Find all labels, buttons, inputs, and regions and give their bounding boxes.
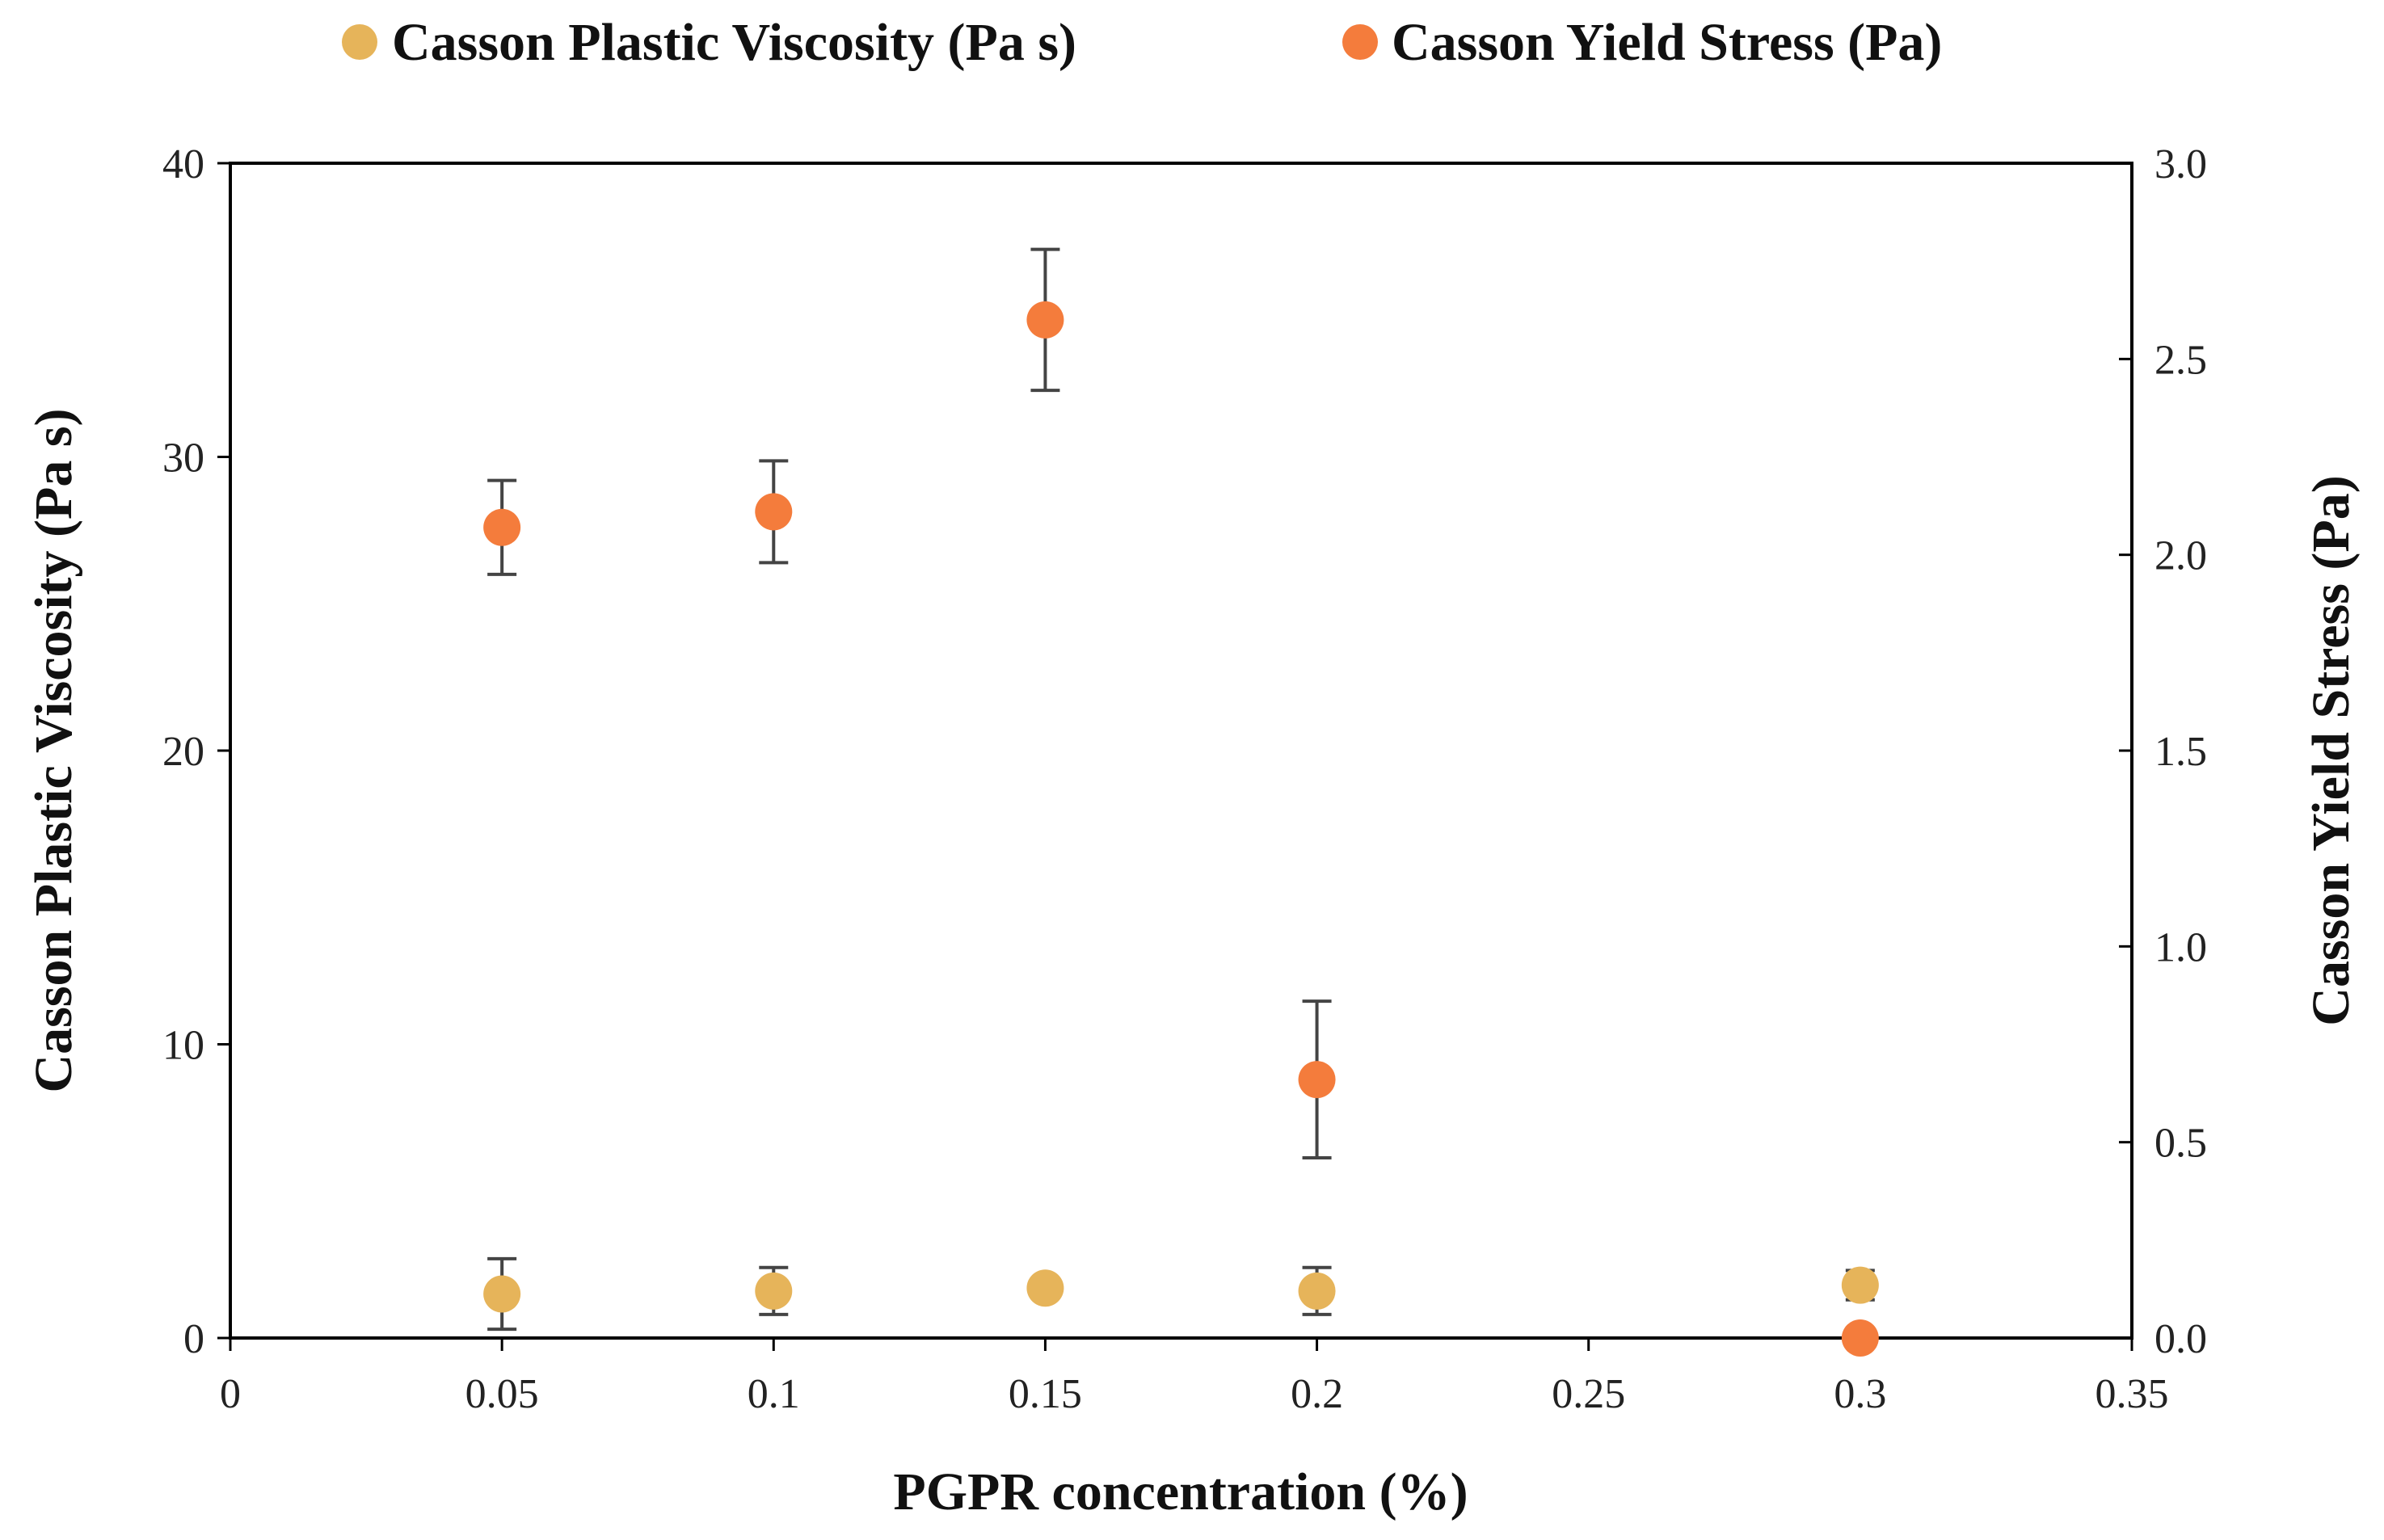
x-tick-label: 0.15 [1009,1371,1082,1417]
viscosity-point [1298,1272,1336,1310]
y2-tick-label: 1.5 [2154,729,2207,775]
viscosity-point [1841,1266,1879,1304]
x-tick-label: 0.25 [1552,1371,1625,1417]
y-tick-label: 0 [183,1316,204,1362]
data-points [483,301,1879,1357]
y-tick-label: 30 [162,435,204,482]
viscosity-point [483,1275,521,1313]
y2-tick-label: 2.5 [2154,337,2207,383]
x-tick-label: 0.1 [748,1371,800,1417]
y-tick-label: 20 [162,729,204,775]
y-axis-right: 0.0 0.5 1.0 1.5 2.0 2.5 3.0 [2119,141,2207,1362]
yield-stress-point [483,508,521,546]
plot-area [229,162,2133,1340]
yield-stress-point [1298,1061,1336,1099]
legend-marker-viscosity [342,24,377,60]
legend-label-yield-stress: Casson Yield Stress (Pa) [1392,13,1942,72]
y-axis-title-left: Casson Plastic Viscosity (Pa s) [24,409,83,1093]
legend: Casson Plastic Viscosity (Pa s) Casson Y… [342,13,1942,72]
x-tick-label: 0.05 [465,1371,539,1417]
y2-tick-label: 0.5 [2154,1121,2207,1167]
y-tick-label: 40 [162,141,204,187]
x-tick-label: 0.3 [1834,1371,1886,1417]
viscosity-point [1026,1269,1064,1307]
x-tick-label: 0.35 [2095,1371,2169,1417]
x-axis: 0 0.05 0.1 0.15 0.2 0.25 0.3 0.35 [220,1338,2169,1417]
y2-tick-label: 0.0 [2154,1316,2207,1362]
y-axis-left: 0 10 20 30 40 [162,141,230,1362]
y2-tick-label: 2.0 [2154,533,2207,579]
y-tick-label: 10 [162,1023,204,1069]
y2-tick-label: 3.0 [2154,141,2207,187]
yield-stress-point [1841,1319,1879,1357]
y-axis-title-right: Casson Yield Stress (Pa) [2302,475,2361,1025]
yield-stress-point [1026,301,1064,339]
x-tick-label: 0.2 [1291,1371,1343,1417]
legend-label-viscosity: Casson Plastic Viscosity (Pa s) [392,13,1076,72]
error-bars [487,247,1875,1332]
legend-marker-yield-stress [1342,24,1378,60]
yield-stress-point [755,493,793,531]
x-tick-label: 0 [220,1371,241,1417]
y2-tick-label: 1.0 [2154,924,2207,970]
viscosity-point [755,1272,793,1310]
x-axis-title: PGPR concentration (%) [893,1462,1468,1521]
